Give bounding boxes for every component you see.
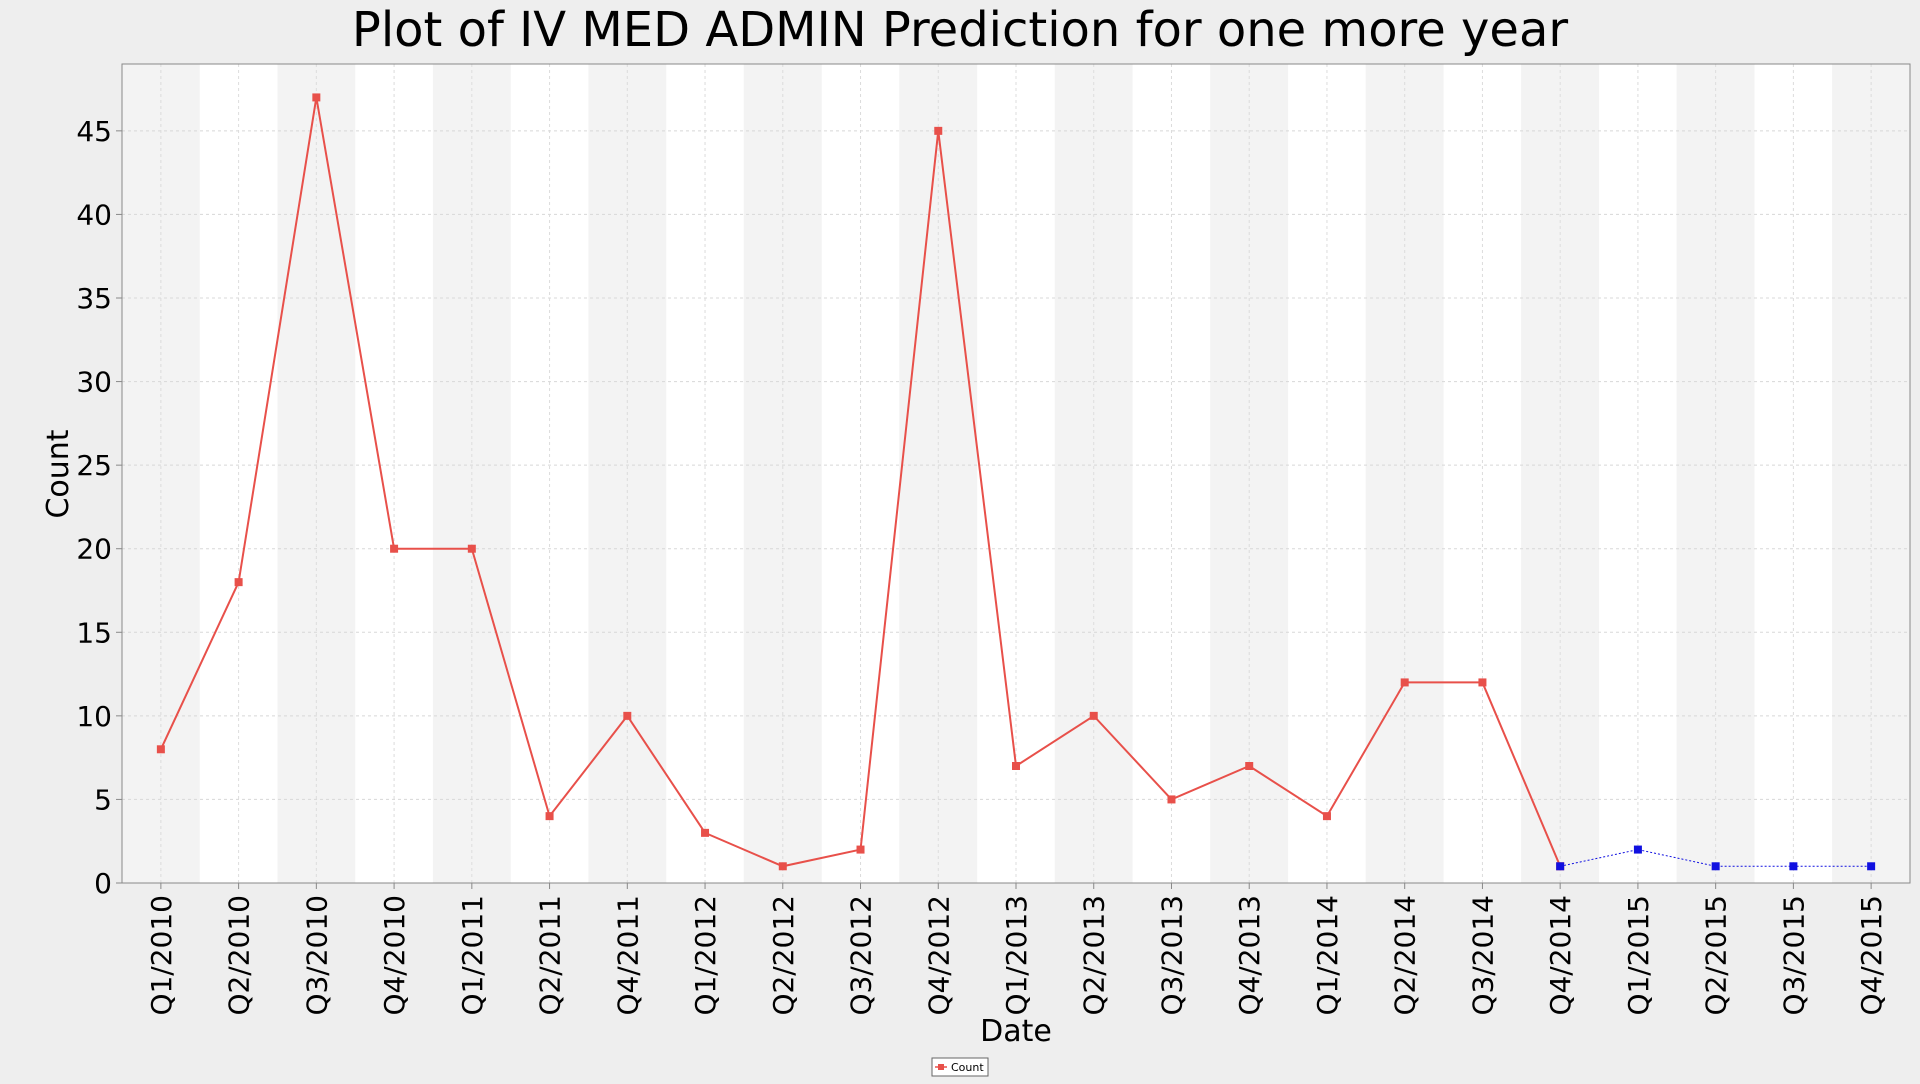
data-point: [1867, 862, 1876, 871]
data-point: [1556, 862, 1565, 871]
data-point: [1400, 678, 1409, 687]
x-tick-label: Q2/2014: [1389, 895, 1422, 1016]
x-tick-label: Q3/2014: [1466, 895, 1499, 1016]
y-axis-label: Count: [41, 429, 76, 518]
data-point: [1245, 762, 1254, 770]
x-tick-label: Q2/2011: [534, 895, 567, 1016]
data-point: [623, 711, 632, 720]
x-tick-label: Q4/2013: [1233, 895, 1266, 1016]
x-tick-label: Q2/2013: [1078, 895, 1111, 1016]
data-point: [1322, 812, 1331, 821]
legend-box: [931, 1057, 989, 1077]
y-tick-label: 40: [76, 198, 112, 231]
data-point: [545, 812, 554, 821]
x-axis-label: Date: [980, 1014, 1052, 1049]
y-tick-label: 25: [76, 449, 112, 482]
plot-bands: [122, 64, 1910, 883]
y-tick-label: 35: [76, 282, 112, 315]
series-line: [1560, 849, 1872, 867]
data-point: [701, 828, 710, 837]
data-point: [1789, 862, 1798, 871]
y-tick-label: 5: [94, 783, 112, 816]
data-point: [778, 862, 787, 871]
x-tick-label: Q1/2011: [456, 895, 489, 1016]
y-tick-label: 10: [76, 700, 112, 733]
y-tick-label: 20: [76, 533, 112, 566]
y-tick-label: 0: [94, 867, 112, 900]
data-point: [1089, 711, 1098, 720]
legend-item-count: Count: [951, 1061, 984, 1074]
y-tick-label: 15: [76, 616, 112, 649]
data-point: [1478, 678, 1487, 687]
x-tick-label: Q1/2012: [689, 895, 722, 1016]
data-point: [1167, 795, 1176, 804]
series-layer: [156, 93, 1876, 871]
x-tick-label: Q2/2015: [1700, 895, 1733, 1016]
x-tick-label: Q1/2010: [145, 895, 178, 1016]
data-point: [234, 578, 243, 587]
x-tick-label: Q3/2015: [1777, 895, 1810, 1016]
data-point: [467, 544, 476, 553]
y-axis-ticks: 0 5 10 15 20 25 30 35 40 45: [76, 115, 122, 900]
x-tick-label: Q4/2010: [378, 895, 411, 1016]
x-tick-label: Q3/2013: [1155, 895, 1188, 1016]
x-tick-label: Q1/2013: [1000, 895, 1033, 1016]
x-tick-label: Q4/2012: [922, 895, 955, 1016]
data-point: [1633, 845, 1642, 854]
data-point: [156, 745, 165, 754]
x-tick-label: Q4/2011: [611, 895, 644, 1016]
data-point: [934, 126, 943, 135]
series-forecast: [1556, 845, 1876, 871]
x-tick-label: Q2/2012: [767, 895, 800, 1016]
x-tick-label: Q3/2012: [845, 895, 878, 1016]
data-point: [312, 93, 321, 102]
x-tick-label: Q2/2010: [223, 895, 256, 1016]
x-axis-ticks: Q1/2010 Q2/2010 Q3/2010 Q4/2010 Q1/2011 Q2/20…: [145, 883, 1888, 1016]
x-tick-label: Q1/2015: [1622, 895, 1655, 1016]
x-tick-label: Q4/2014: [1544, 895, 1577, 1016]
data-point: [390, 544, 399, 553]
chart-title: Plot of IV MED ADMIN Prediction for one …: [352, 2, 1568, 58]
x-tick-label: Q1/2014: [1311, 895, 1344, 1016]
data-point: [1711, 862, 1720, 871]
y-tick-label: 45: [76, 115, 112, 148]
x-tick-label: Q4/2015: [1855, 895, 1888, 1016]
y-tick-label: 30: [76, 366, 112, 399]
legend-marker-swatch: [938, 1064, 944, 1070]
data-point: [856, 845, 865, 854]
data-point: [1012, 762, 1020, 770]
legend: Count: [931, 1057, 989, 1077]
x-tick-label: Q3/2010: [300, 895, 333, 1016]
